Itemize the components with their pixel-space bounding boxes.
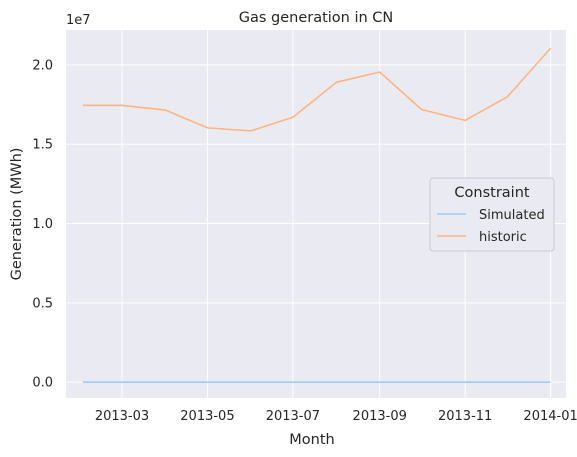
x-axis-title: Month (289, 432, 334, 448)
legend: Constraint Simulated historic (429, 177, 555, 252)
y-axis-title: Generation (MWh) (9, 148, 25, 281)
y-tick-label: 1.5 (32, 138, 53, 153)
x-tick-label: 2013-11 (438, 409, 492, 424)
legend-frame (429, 177, 555, 252)
y-tick-label: 1.0 (32, 217, 53, 232)
chart-title: Gas generation in CN (239, 10, 394, 26)
x-tick-label: 2013-03 (95, 409, 149, 424)
y-tick-label: 0.0 (32, 376, 53, 391)
legend-label-historic: historic (479, 230, 527, 245)
legend-label-simulated: Simulated (479, 208, 545, 223)
series-line-historic (82, 47, 552, 132)
y-offset-label: 1e7 (66, 13, 91, 28)
legend-title: Constraint (454, 185, 529, 201)
y-tick-label: 2.0 (32, 58, 53, 73)
x-tick-label: 2013-07 (266, 409, 320, 424)
series-lines (82, 47, 552, 383)
x-tick-label: 2013-09 (353, 409, 407, 424)
tick-labels: 0.0 0.5 1.0 1.5 2.0 2013-03 2013-05 2013-07 2013… (32, 58, 577, 424)
x-tick-label: 2013-05 (180, 409, 234, 424)
x-tick-label: 2014-01 (523, 409, 577, 424)
y-tick-label: 0.5 (32, 296, 53, 311)
